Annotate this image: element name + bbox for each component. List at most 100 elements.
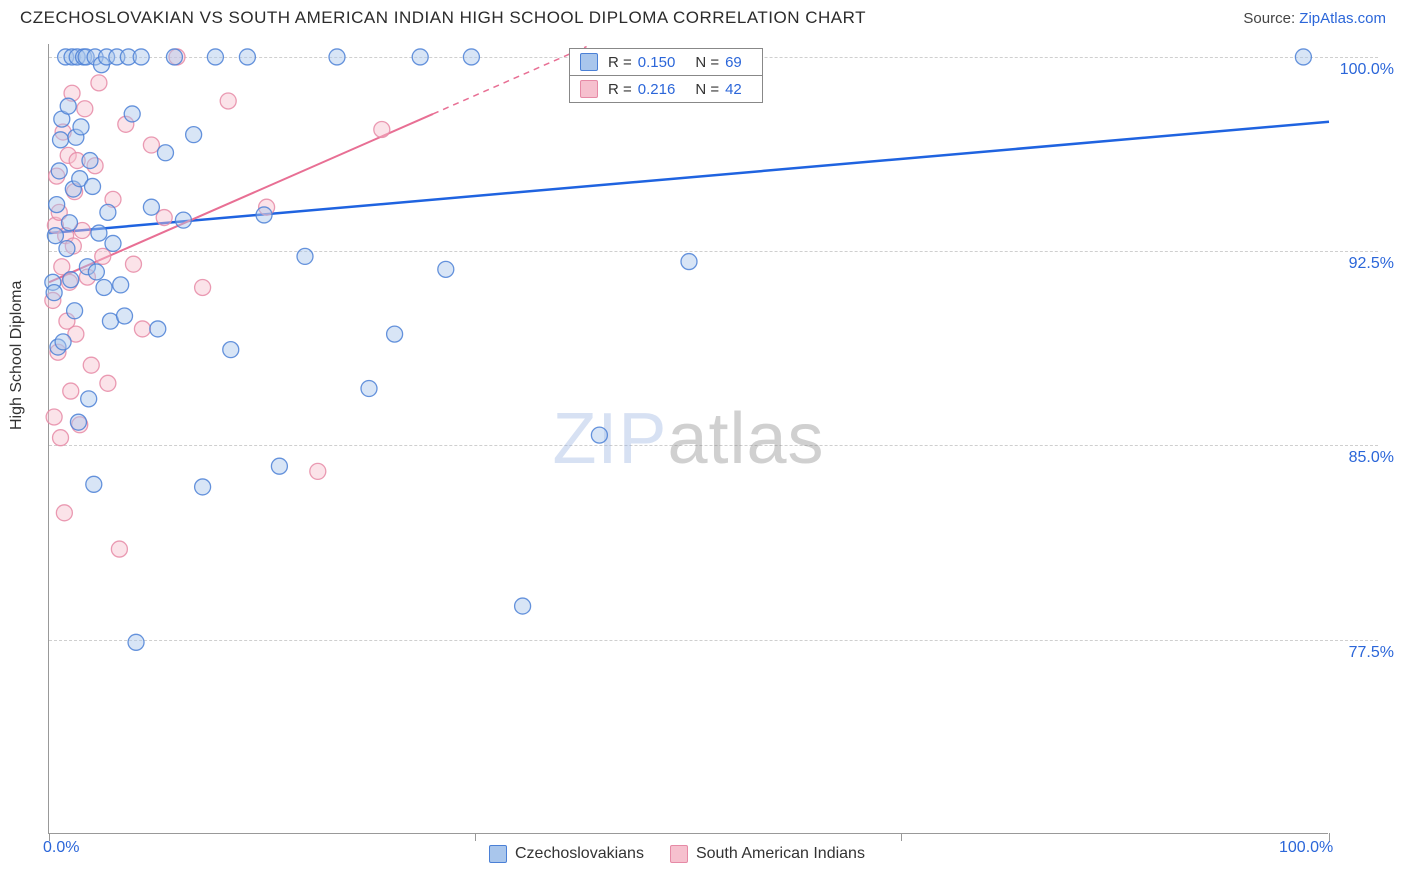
data-point [51, 163, 67, 179]
x-tick-label: 0.0% [43, 839, 79, 857]
data-point [387, 326, 403, 342]
data-point [46, 285, 62, 301]
data-point [412, 49, 428, 65]
x-tick [901, 833, 902, 841]
legend-swatch [580, 80, 598, 98]
x-tick [475, 833, 476, 841]
legend-row: R = 0.150 N = 69 [570, 49, 762, 76]
data-point [591, 427, 607, 443]
data-point [111, 541, 127, 557]
data-point [143, 137, 159, 153]
data-point [220, 93, 236, 109]
data-point [361, 380, 377, 396]
source-label: Source: [1243, 10, 1295, 27]
data-point [1295, 49, 1311, 65]
data-point [166, 49, 182, 65]
data-point [53, 132, 69, 148]
legend-row: R = 0.216 N = 42 [570, 76, 762, 102]
chart-plot-area: ZIPatlas 100.0%92.5%85.0%77.5% 0.0%100.0… [48, 44, 1328, 834]
x-tick-label: 100.0% [1279, 839, 1333, 857]
series-legend: Czechoslovakians South American Indians [489, 845, 865, 863]
data-point [329, 49, 345, 65]
data-point [117, 308, 133, 324]
data-point [95, 248, 111, 264]
data-point [681, 254, 697, 270]
data-point [125, 256, 141, 272]
data-point [186, 127, 202, 143]
data-point [157, 145, 173, 161]
data-point [91, 75, 107, 91]
data-point [207, 49, 223, 65]
data-point [223, 342, 239, 358]
data-point [256, 207, 272, 223]
data-point [91, 225, 107, 241]
y-axis-label: High School Diploma [8, 281, 26, 430]
legend-item: South American Indians [670, 845, 865, 863]
data-point [49, 197, 65, 213]
data-point [63, 272, 79, 288]
data-point [56, 505, 72, 521]
data-point [63, 383, 79, 399]
data-point [47, 228, 63, 244]
chart-title: CZECHOSLOVAKIAN VS SOUTH AMERICAN INDIAN… [20, 8, 866, 28]
data-point [438, 261, 454, 277]
data-point [67, 303, 83, 319]
source-link[interactable]: ZipAtlas.com [1299, 10, 1386, 27]
data-point [77, 101, 93, 117]
data-point [143, 199, 159, 215]
data-point [100, 204, 116, 220]
trend-line [49, 122, 1329, 233]
data-point [53, 430, 69, 446]
y-tick-label: 77.5% [1349, 644, 1394, 662]
data-point [46, 409, 62, 425]
legend-swatch [489, 845, 507, 863]
scatter-svg [49, 44, 1328, 833]
source-attribution: Source: ZipAtlas.com [1243, 10, 1386, 27]
correlation-legend: R = 0.150 N = 69 R = 0.216 N = 42 [569, 48, 763, 103]
data-point [128, 634, 144, 650]
data-point [297, 248, 313, 264]
data-point [82, 153, 98, 169]
data-point [86, 476, 102, 492]
trend-line [433, 47, 587, 114]
data-point [271, 458, 287, 474]
data-point [374, 121, 390, 137]
data-point [134, 321, 150, 337]
legend-n-value: 42 [725, 81, 742, 98]
legend-n-value: 69 [725, 54, 742, 71]
data-point [100, 375, 116, 391]
data-point [85, 178, 101, 194]
data-point [73, 119, 89, 135]
data-point [70, 414, 86, 430]
data-point [83, 357, 99, 373]
legend-n-label: N = [695, 54, 719, 71]
data-point [96, 279, 112, 295]
y-tick-label: 92.5% [1349, 255, 1394, 273]
data-point [195, 279, 211, 295]
data-point [105, 235, 121, 251]
legend-r-label: R = [608, 81, 632, 98]
data-point [60, 98, 76, 114]
y-tick-label: 100.0% [1340, 61, 1394, 79]
data-point [61, 215, 77, 231]
data-point [124, 106, 140, 122]
data-point [175, 212, 191, 228]
legend-r-value: 0.216 [638, 81, 676, 98]
legend-swatch [580, 53, 598, 71]
legend-r-value: 0.150 [638, 54, 676, 71]
data-point [195, 479, 211, 495]
data-point [113, 277, 129, 293]
data-point [133, 49, 149, 65]
legend-r-label: R = [608, 54, 632, 71]
y-tick-label: 85.0% [1349, 449, 1394, 467]
data-point [310, 463, 326, 479]
legend-item: Czechoslovakians [489, 845, 644, 863]
legend-label: South American Indians [696, 845, 865, 863]
data-point [515, 598, 531, 614]
legend-n-label: N = [695, 81, 719, 98]
data-point [150, 321, 166, 337]
data-point [81, 391, 97, 407]
legend-swatch [670, 845, 688, 863]
data-point [59, 241, 75, 257]
data-point [88, 264, 104, 280]
